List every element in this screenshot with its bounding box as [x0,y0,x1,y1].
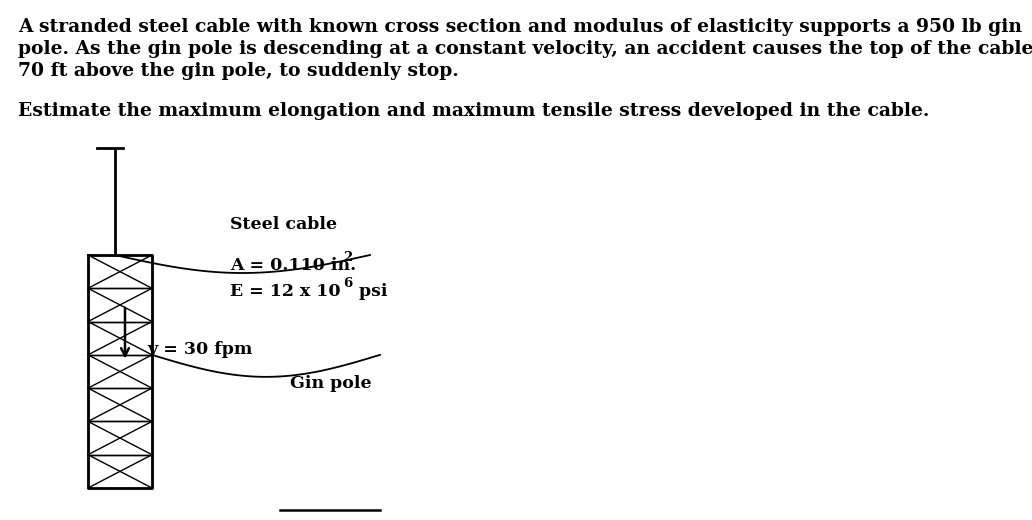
Text: v = 30 fpm: v = 30 fpm [147,341,253,358]
Text: Estimate the maximum elongation and maximum tensile stress developed in the cabl: Estimate the maximum elongation and maxi… [18,102,930,120]
Text: pole. As the gin pole is descending at a constant velocity, an accident causes t: pole. As the gin pole is descending at a… [18,40,1032,58]
Text: A stranded steel cable with known cross section and modulus of elasticity suppor: A stranded steel cable with known cross … [18,18,1022,36]
Text: 2: 2 [343,251,352,264]
Text: Steel cable: Steel cable [230,216,337,233]
Text: 70 ft above the gin pole, to suddenly stop.: 70 ft above the gin pole, to suddenly st… [18,62,459,80]
Text: Gin pole: Gin pole [290,375,372,392]
Text: A = 0.110 in.: A = 0.110 in. [230,257,356,274]
Text: E = 12 x 10: E = 12 x 10 [230,283,341,300]
Text: 6: 6 [343,277,352,290]
Text: psi: psi [353,283,387,300]
